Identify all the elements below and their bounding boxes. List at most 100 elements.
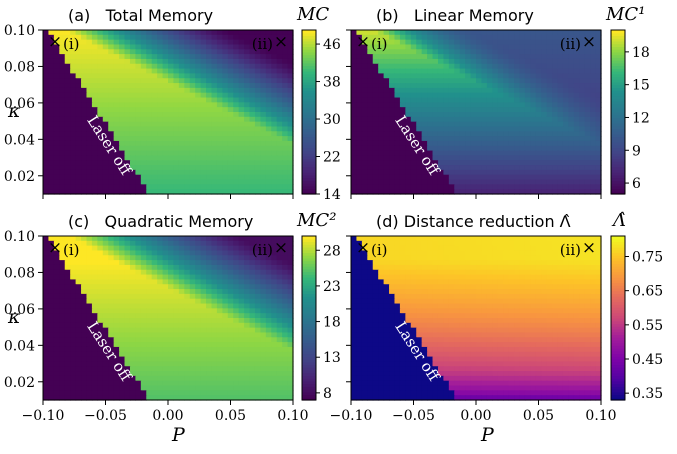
heatmap-cell [222,375,229,382]
colorbar-segment [302,328,316,333]
heatmap-cell [383,236,390,242]
heatmap-cell [238,264,245,271]
heatmap-cell [459,112,466,118]
heatmap-cell [282,366,289,372]
heatmap-cell [541,87,548,94]
heatmap-cell [206,58,213,65]
heatmap-cell [102,169,109,176]
heatmap-cell [119,58,126,65]
heatmap-cell [200,165,207,171]
colorbar-tick-label: 23 [323,279,341,295]
heatmap-cell [140,298,147,305]
heatmap-cell [465,78,472,84]
heatmap-cell [222,174,229,181]
heatmap-cell [119,87,126,94]
heatmap-cell [470,83,477,89]
heatmap-cell [573,49,580,55]
heatmap-cell [108,58,115,65]
heatmap-cell [206,366,213,372]
heatmap-cell [200,140,207,147]
heatmap-cell [595,165,602,171]
heatmap-cell [227,395,234,401]
colorbar-segment [302,356,316,360]
heatmap-cell [135,169,142,176]
heatmap-cell [173,179,180,185]
heatmap-cell [249,39,256,46]
heatmap-cell [200,351,207,358]
heatmap-cell [108,390,115,396]
heatmap-cell [276,30,283,36]
heatmap-cell [486,169,493,176]
heatmap-cell [481,189,488,195]
heatmap-cell [53,78,60,84]
heatmap-cell [562,102,569,108]
heatmap-cell [102,269,109,276]
heatmap-cell [81,126,88,132]
heatmap-cell [129,102,136,108]
heatmap-cell [448,189,455,195]
heatmap-cell [233,293,240,300]
heatmap-cell [238,174,245,181]
heatmap-cell [222,371,229,377]
heatmap-cell [361,107,368,113]
heatmap-cell [249,390,256,396]
heatmap-cell [124,97,131,103]
heatmap-cell [168,54,175,60]
heatmap-cell [86,236,93,242]
heatmap-cell [265,136,272,142]
heatmap-cell [70,366,77,372]
heatmap-cell [97,189,104,195]
heatmap-cell [557,169,564,176]
colorbar-segment [302,268,316,273]
heatmap-cell [254,380,261,387]
heatmap-cell [524,58,531,65]
heatmap-cell [238,155,245,161]
heatmap-cell [410,131,417,137]
heatmap-cell [432,116,439,123]
heatmap-cell [86,375,93,382]
heatmap-cell [276,179,283,185]
heatmap-cell [254,289,261,295]
heatmap-cell [443,140,450,147]
heatmap-cell [541,121,548,128]
heatmap-cell [70,332,77,338]
heatmap-cell [351,179,358,185]
heatmap-cell [108,155,115,161]
heatmap-cell [91,63,98,70]
heatmap-cell [211,30,218,36]
heatmap-cell [124,332,131,338]
heatmap-cell [86,107,93,113]
heatmap-cell [519,140,526,147]
colorbar-segment [302,155,316,160]
heatmap-cell [97,308,104,314]
heatmap-cell [184,298,191,305]
heatmap-cell [562,78,569,84]
colorbar-segment [611,177,625,181]
heatmap-cell [282,92,289,99]
heatmap-cell [75,145,82,152]
heatmap-cell [287,92,294,99]
heatmap-cell [146,293,153,300]
heatmap-cell [249,102,256,108]
heatmap-cell [437,126,444,132]
colorbar-segment [302,147,316,151]
heatmap-cell [195,255,202,261]
heatmap-cell [135,54,142,60]
heatmap-cell [206,269,213,276]
heatmap-cell [579,92,586,99]
heatmap-cell [254,284,261,290]
heatmap-cell [146,284,153,290]
heatmap-cell [416,116,423,123]
heatmap-cell [361,83,368,89]
heatmap-cell [43,145,50,152]
heatmap-cell [233,87,240,94]
y-tick-label: 0.06 [4,96,35,112]
colorbar-segment [302,345,316,349]
heatmap-cell [260,73,267,79]
heatmap-cell [541,179,548,185]
heatmap-cell [124,150,131,157]
heatmap-cell [70,264,77,271]
heatmap-cell [492,34,499,41]
heatmap-cell [86,112,93,118]
heatmap-cell [157,240,164,247]
